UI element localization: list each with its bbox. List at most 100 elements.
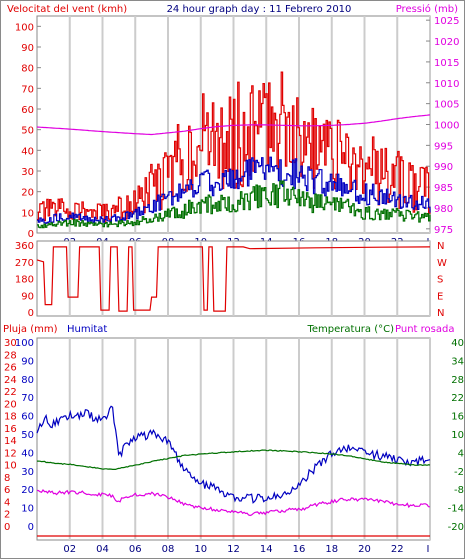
rain-y-tick: 12 [4,448,17,459]
direction-panel-grid [68,241,431,316]
humidity-y-tick: 70 [21,393,34,404]
wind-speed-label: Velocitat del vent (kmh) [7,4,127,15]
humidity-y-tick: 90 [21,356,34,367]
pressure-y-tick: 980 [434,204,453,215]
humidity-series-line [36,405,431,504]
compass-tick: S [437,275,443,286]
direction-panel-series [36,246,431,312]
humidity-y-tick: 10 [21,504,34,515]
temperature-y-tick: 10 [451,430,464,441]
humidity-y-tick: 80 [21,375,34,386]
wind-y-tick: 0 [28,229,34,240]
pressure-y-tick: 1010 [434,79,459,90]
temperature-y-tick: -8 [454,485,464,496]
wind-series-line [37,156,431,224]
temperature-y-tick: 40 [451,338,464,349]
wind-series-line [37,180,431,229]
pressure-y-tick: 975 [434,225,453,236]
temperature-x-tick: 08 [162,544,175,555]
temperature-x-tick: 18 [325,544,338,555]
humidity-y-tick: 20 [21,485,34,496]
pressure-y-tick: 1015 [434,58,459,69]
wind-y-tick: 60 [21,105,34,116]
humidity-y-tick: 60 [21,412,34,423]
wind-y-tick: 100 [15,22,34,33]
temperature-x-tick: 14 [260,544,273,555]
temperature-y-tick: -14 [448,504,464,515]
humidity-y-tick: 0 [28,522,34,533]
dewpoint-series-line [36,489,431,517]
wind-series-line [36,114,431,136]
temperature-y-tick: 34 [451,356,464,367]
rain-y-tick: 6 [4,485,10,496]
compass-tick: N [437,308,444,319]
wind-y-tick: 30 [21,167,34,178]
wind-panel-series [36,71,431,229]
direction-y-tick: 180 [15,275,34,286]
temperature-x-tick: 04 [96,544,109,555]
rain-y-tick: 28 [4,350,17,361]
rain-y-tick: 8 [4,473,10,484]
temperature-y-tick: 28 [451,375,464,386]
wind-y-tick: 20 [21,188,34,199]
wind-y-tick: 80 [21,64,34,75]
compass-tick: E [437,291,443,302]
wind-y-tick: 10 [21,208,34,219]
temperature-y-tick: 16 [451,412,464,423]
temperature-x-tick: 22 [391,544,404,555]
humidity-y-tick: 30 [21,467,34,478]
direction-y-tick: 90 [21,291,34,302]
temperature-panel-series [36,405,431,537]
temperature-x-tick: 16 [293,544,306,555]
rain-y-tick: 16 [4,424,17,435]
humidity-y-tick: 50 [21,430,34,441]
temperature-x-tick: 10 [194,544,207,555]
rain-y-tick: 30 [4,338,17,349]
rain-y-tick: 14 [4,436,17,447]
temperature-series-line [37,449,431,470]
humidity-y-tick: 40 [21,448,34,459]
wind-y-tick: 40 [21,146,34,157]
wind-y-tick: 70 [21,84,34,95]
temperature-y-tick: -20 [448,522,464,533]
direction-y-tick: 360 [15,241,34,252]
rain-y-tick: 26 [4,363,17,374]
pressure-y-tick: 995 [434,141,453,152]
temperature-y-tick: 22 [451,393,464,404]
rain-y-tick: 22 [4,387,17,398]
compass-tick: N [437,241,444,252]
pressure-label: Pressió (mb) [396,3,458,15]
rain-y-tick: 20 [4,399,17,410]
rain-label: Pluja (mm) [3,324,58,335]
compass-tick: W [437,258,447,269]
rain-y-tick: 10 [4,461,17,472]
temperature-x-tick: 06 [129,544,142,555]
pressure-y-tick: 990 [434,162,453,173]
pressure-y-tick: 1025 [434,16,459,27]
chart-title: 24 hour graph day : 11 Febrero 2010 [167,4,352,15]
direction-y-tick: 0 [28,308,34,319]
wind-series-line [37,71,431,224]
humidity-y-tick: 100 [15,338,34,349]
temperature-label: Temperatura (°C) [306,324,394,335]
direction-series-line [36,246,431,312]
wind-y-tick: 90 [21,43,34,54]
rain-y-tick: 18 [4,412,17,423]
temperature-x-tick: I [427,544,430,555]
rain-y-tick: 2 [4,510,10,521]
direction-y-tick: 270 [15,258,34,269]
rain-y-tick: 0 [4,522,10,533]
temperature-x-tick: 02 [63,544,76,555]
temperature-panel-grid [68,338,431,540]
dewpoint-label: Punt rosada [395,324,454,335]
rain-y-tick: 4 [4,497,10,508]
humidity-label: Humitat [67,324,107,335]
temperature-panel-ticks: 0246810121416182022242628300102030405060… [4,338,464,555]
wind-y-tick: 50 [21,126,34,137]
pressure-y-tick: 1000 [434,121,459,132]
temperature-y-tick: 4 [458,448,464,459]
temperature-x-tick: 12 [227,544,240,555]
